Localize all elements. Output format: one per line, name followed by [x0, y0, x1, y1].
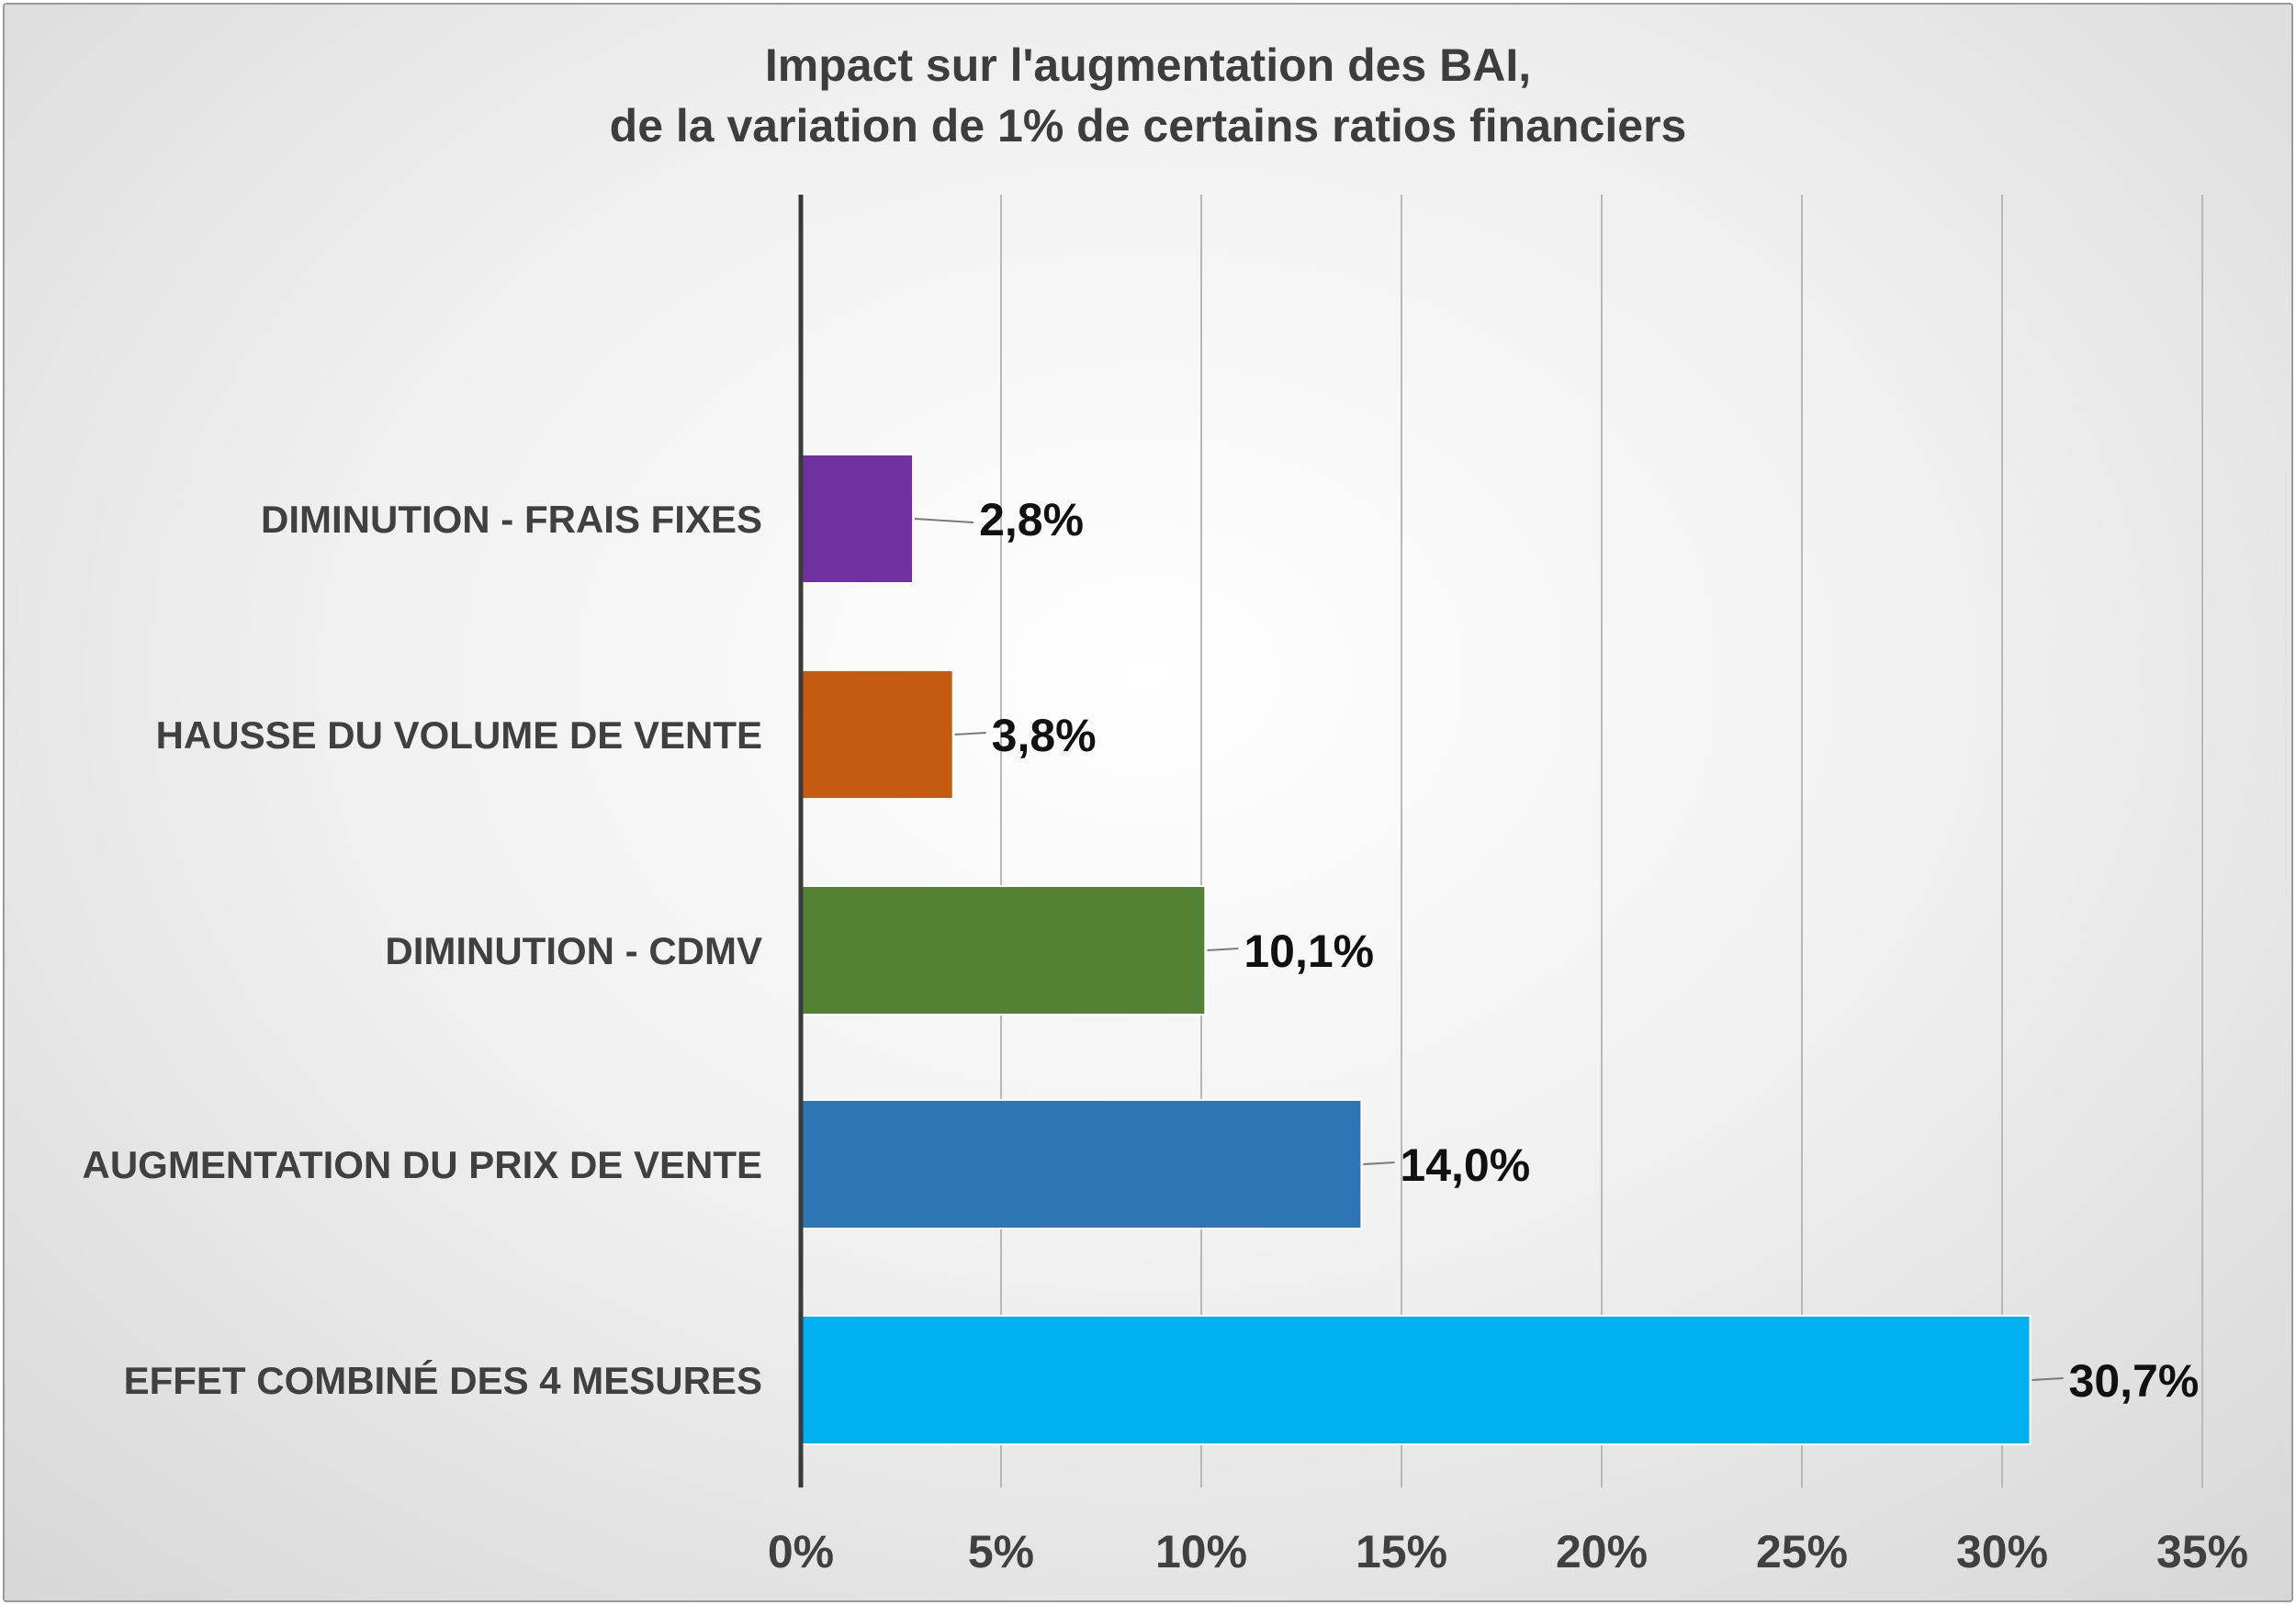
- category-label-4: AUGMENTATION DU PRIX DE VENTE: [83, 1143, 762, 1186]
- x-tick-label-4: 20%: [1556, 1526, 1648, 1577]
- x-tick-label-7: 35%: [2156, 1526, 2248, 1577]
- data-label-4: 14,0%: [1400, 1139, 1530, 1191]
- chart-title: Impact sur l'augmentation des BAI, de la…: [0, 35, 2296, 156]
- data-label-3: 10,1%: [1244, 926, 1374, 977]
- chart-title-line-1: Impact sur l'augmentation des BAI,: [764, 39, 1532, 91]
- x-tick-label-2: 10%: [1155, 1526, 1247, 1577]
- category-label-3: DIMINUTION - CDMV: [385, 929, 762, 972]
- leader-line-4: [1363, 1162, 1395, 1165]
- leader-line-5: [2032, 1377, 2064, 1381]
- data-label-1: 2,8%: [979, 494, 1084, 545]
- chart-title-line-2: de la variation de 1% de certains ratios…: [609, 100, 1687, 152]
- leader-line-2: [954, 732, 986, 735]
- x-tick-label-5: 25%: [1756, 1526, 1848, 1577]
- x-tick-label-6: 30%: [1956, 1526, 2048, 1577]
- x-tick-label-1: 5%: [968, 1526, 1034, 1577]
- bars: [800, 454, 2032, 1445]
- category-label-2: HAUSSE DU VOLUME DE VENTE: [156, 713, 762, 757]
- category-label-1: DIMINUTION - FRAIS FIXES: [261, 498, 762, 541]
- data-label-2: 3,8%: [992, 710, 1097, 761]
- leader-lines: [915, 518, 2064, 1381]
- x-tick-label-0: 0%: [768, 1526, 834, 1577]
- x-tick-labels: 0% 5% 10% 15% 20% 25% 30% 35%: [768, 1526, 2248, 1577]
- bar-2: [800, 669, 954, 800]
- data-label-5: 30,7%: [2069, 1355, 2200, 1407]
- leader-line-3: [1207, 948, 1239, 951]
- gridlines: [1000, 195, 2203, 1487]
- bar-4: [800, 1099, 1363, 1229]
- category-labels: DIMINUTION - FRAIS FIXES HAUSSE DU VOLUME…: [83, 498, 762, 1402]
- leader-line-1: [915, 518, 974, 523]
- data-labels: 2,8% 3,8% 10,1% 14,0% 30,7%: [979, 494, 2199, 1407]
- bar-1: [800, 454, 915, 584]
- category-label-5: EFFET COMBINÉ DES 4 MESURES: [124, 1359, 762, 1402]
- bar-3: [800, 885, 1207, 1016]
- bar-5: [800, 1315, 2032, 1445]
- x-tick-label-3: 15%: [1356, 1526, 1447, 1577]
